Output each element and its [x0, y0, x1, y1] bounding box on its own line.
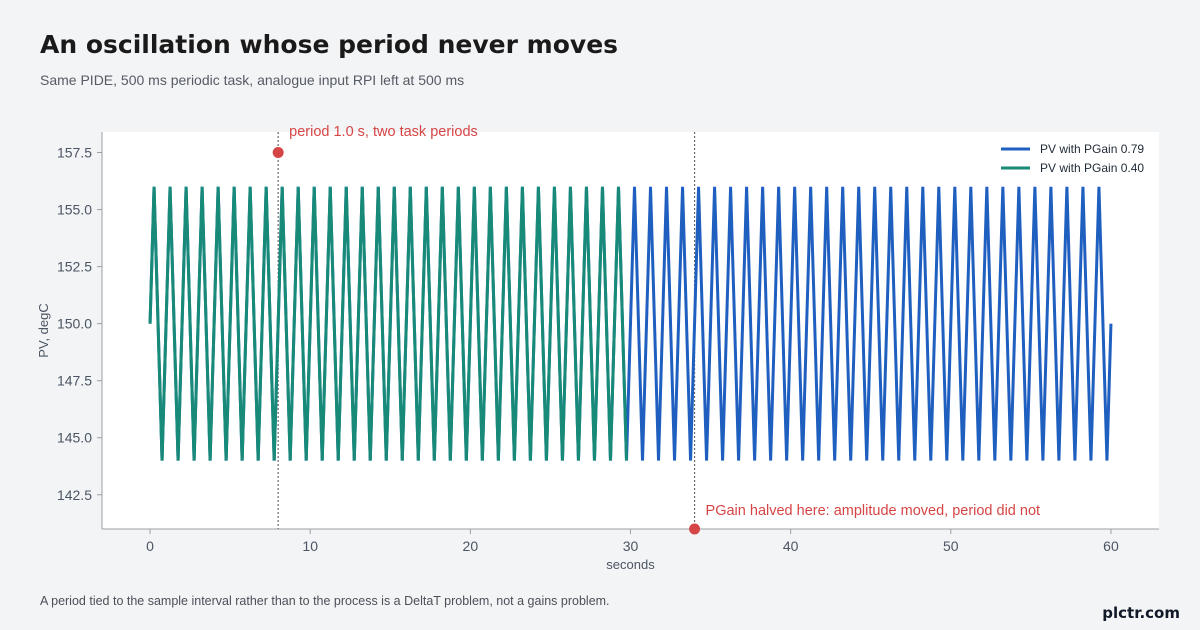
y-tick-label: 150.0: [57, 316, 92, 332]
legend-label: PV with PGain 0.40: [1040, 161, 1144, 175]
chart-subtitle: Same PIDE, 500 ms periodic task, analogu…: [40, 72, 465, 88]
chart-title: An oscillation whose period never moves: [40, 30, 619, 59]
y-tick-label: 147.5: [57, 373, 92, 389]
y-axis-label: PV, degC: [36, 303, 51, 357]
y-tick-label: 157.5: [57, 145, 92, 161]
series-line: [148, 186, 628, 461]
brand-logo[interactable]: plctr.com: [1102, 604, 1180, 622]
legend-label: PV with PGain 0.79: [1040, 142, 1144, 156]
y-tick-label: 145.0: [57, 430, 92, 446]
x-tick-label: 20: [463, 538, 479, 554]
x-tick-label: 50: [943, 538, 959, 554]
x-tick-label: 30: [623, 538, 639, 554]
annotation-text: period 1.0 s, two task periods: [289, 124, 478, 140]
legend: PV with PGain 0.79 PV with PGain 0.40: [1001, 142, 1144, 175]
series-layer: [148, 186, 1113, 461]
annotations: period 1.0 s, two task periods PGain halv…: [272, 124, 1041, 535]
x-tick-label: 60: [1103, 538, 1119, 554]
annotation-marker: [689, 523, 701, 535]
y-tick-label: 152.5: [57, 259, 92, 275]
footnote: A period tied to the sample interval rat…: [40, 594, 610, 608]
y-axis: 142.5 145.0 147.5 150.0 152.5 155.0 157.5: [57, 145, 102, 503]
x-axis: 0 10 20 30 40 50 60: [146, 529, 1119, 554]
x-tick-label: 40: [783, 538, 799, 554]
x-axis-label: seconds: [606, 557, 655, 572]
y-tick-label: 155.0: [57, 202, 92, 218]
x-tick-label: 0: [146, 538, 154, 554]
annotation-text: PGain halved here: amplitude moved, peri…: [706, 503, 1041, 519]
annotation-marker: [272, 147, 284, 159]
y-tick-label: 142.5: [57, 487, 92, 503]
x-tick-label: 10: [302, 538, 318, 554]
